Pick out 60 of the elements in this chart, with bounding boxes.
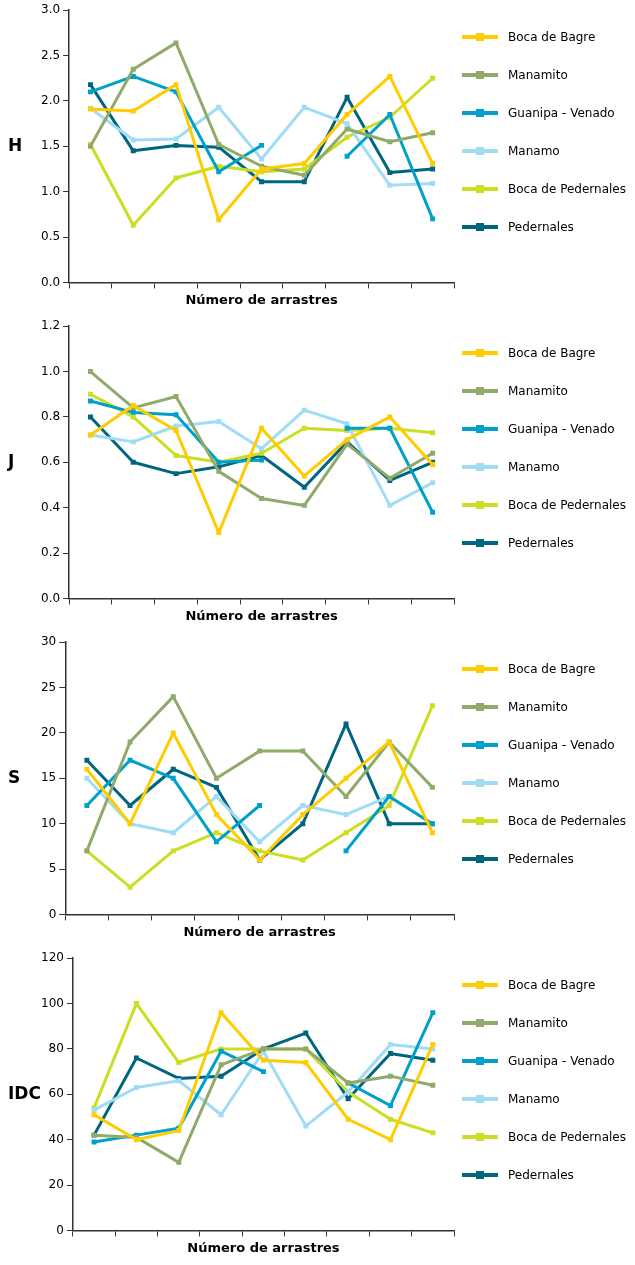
y-tick-label: 5 <box>48 861 57 876</box>
legend-label: Boca de Pedernales <box>508 182 626 196</box>
y-tick-label: 1.2 <box>40 318 61 333</box>
y-tick-label: 20 <box>40 725 57 740</box>
y-axis-title: J <box>7 450 15 471</box>
y-tick-label: 0.5 <box>40 229 61 244</box>
x-axis-title: Número de arrastres <box>185 607 338 623</box>
legend-label: Guanipa - Venado <box>508 1054 615 1068</box>
y-tick-label: 20 <box>48 1177 64 1192</box>
y-tick-label: 2.0 <box>40 93 61 108</box>
legend-label: Boca de Pedernales <box>508 498 626 512</box>
legend-label: Manamito <box>508 1016 568 1030</box>
y-tick-label: 0.2 <box>40 545 61 560</box>
y-tick-label: 1.0 <box>40 183 61 198</box>
y-axis-title: S <box>8 766 21 787</box>
y-tick-label: 60 <box>48 1086 64 1101</box>
y-tick-label: 2.5 <box>40 47 61 62</box>
x-axis-title: Número de arrastres <box>187 1239 340 1255</box>
y-tick-label: 0 <box>56 1222 64 1237</box>
x-axis-title: Número de arrastres <box>183 923 337 939</box>
y-tick-label: 15 <box>40 770 57 785</box>
legend-label: Pedernales <box>508 220 574 234</box>
y-tick-label: 0.0 <box>40 590 61 605</box>
y-tick-label: 0.4 <box>40 499 61 514</box>
legend-label: Manamo <box>508 144 560 158</box>
x-axis-title: Número de arrastres <box>185 291 338 307</box>
y-tick-label: 0.6 <box>40 454 61 469</box>
legend-label: Manamito <box>508 700 568 714</box>
y-tick-label: 30 <box>40 634 57 649</box>
y-axis-title: IDC <box>8 1082 41 1103</box>
legend-label: Manamo <box>508 1092 560 1106</box>
y-tick-label: 0.8 <box>40 409 61 424</box>
y-tick-label: 80 <box>48 1041 64 1056</box>
legend-label: Manamo <box>508 460 560 474</box>
y-tick-label: 100 <box>41 995 64 1010</box>
legend-label: Pedernales <box>508 852 574 866</box>
legend-label: Manamo <box>508 776 560 790</box>
y-tick-label: 0 <box>48 906 57 921</box>
y-tick-label: 1.5 <box>40 138 61 153</box>
legend-label: Boca de Bagre <box>508 346 596 360</box>
legend-label: Guanipa - Venado <box>508 738 615 752</box>
y-tick-label: 40 <box>48 1131 64 1146</box>
legend-label: Boca de Bagre <box>508 30 596 44</box>
legend-label: Manamito <box>508 384 568 398</box>
legend-label: Boca de Bagre <box>508 662 596 676</box>
legend-label: Boca de Pedernales <box>508 814 626 828</box>
y-tick-label: 0.0 <box>40 274 61 289</box>
legend-label: Pedernales <box>508 536 574 550</box>
y-tick-label: 120 <box>41 950 64 965</box>
y-axis-title: H <box>8 134 23 155</box>
legend-label: Guanipa - Venado <box>508 106 615 120</box>
y-tick-label: 10 <box>40 815 57 830</box>
legend-label: Pedernales <box>508 1168 574 1182</box>
legend-label: Boca de Bagre <box>508 978 596 992</box>
y-tick-label: 25 <box>40 679 57 694</box>
y-tick-label: 1.0 <box>40 363 61 378</box>
legend-label: Guanipa - Venado <box>508 422 615 436</box>
y-tick-label: 3.0 <box>40 2 61 17</box>
legend-label: Boca de Pedernales <box>508 1130 626 1144</box>
legend-label: Manamito <box>508 68 568 82</box>
